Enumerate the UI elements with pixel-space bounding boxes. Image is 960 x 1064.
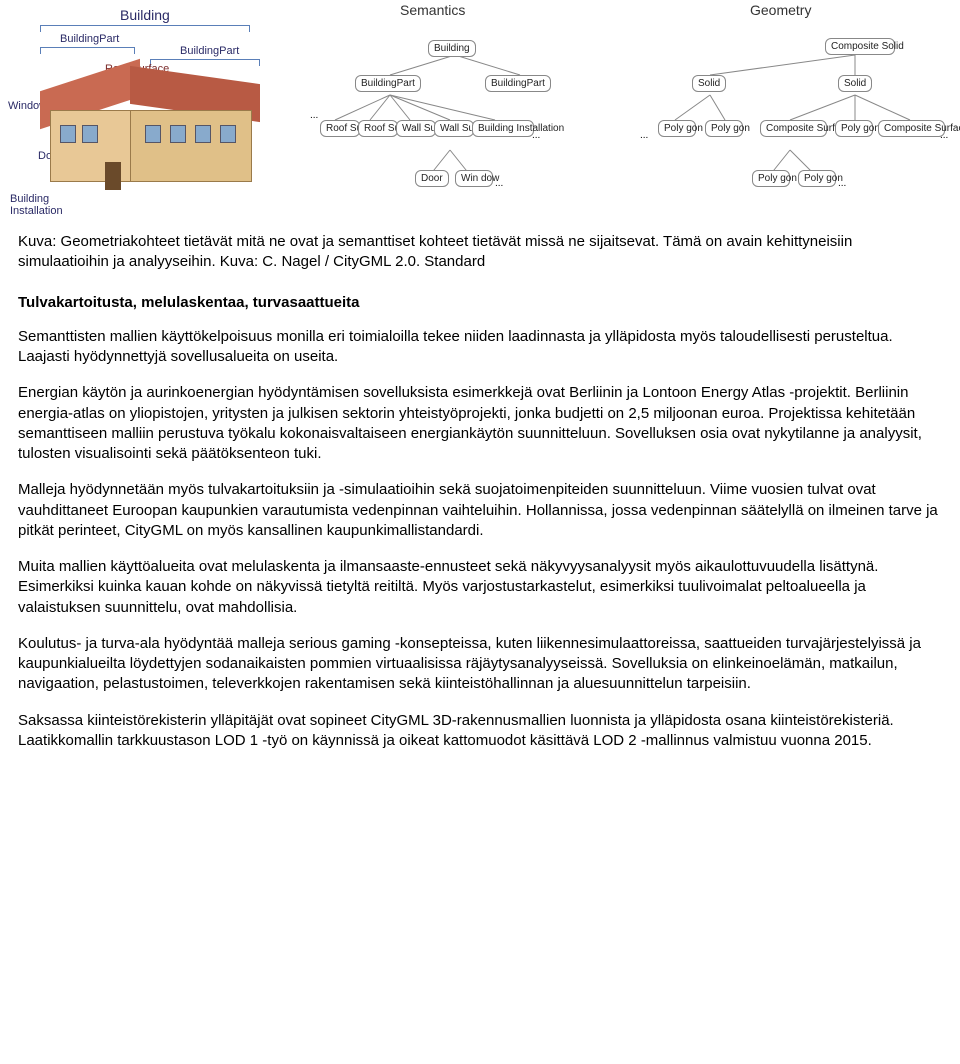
building-label: Building <box>120 7 170 23</box>
geo-l2b-2: Composite Surface <box>878 120 945 137</box>
geometry-title: Geometry <box>750 2 811 18</box>
paragraph-2: Energian käytön ja aurinkoenergian hyödy… <box>18 383 942 464</box>
sem-l1-0: BuildingPart <box>355 75 421 92</box>
sem-l2-1: Roof Surf. <box>358 120 398 137</box>
part1-label: BuildingPart <box>60 33 119 45</box>
paragraph-4: Muita mallien käyttöalueita ovat melulas… <box>18 557 942 618</box>
figure-caption: Kuva: Geometriakohteet tietävät mitä ne … <box>18 232 942 273</box>
paragraph-3: Malleja hyödynnetään myös tulvakartoituk… <box>18 480 942 541</box>
semantics-tree: Building BuildingPart BuildingPart ... R… <box>300 20 610 215</box>
paragraph-6: Saksassa kiinteistörekisterin ylläpitäjä… <box>18 711 942 752</box>
sem-l2-0: Roof Surf. <box>320 120 360 137</box>
sem-ellipsis-2: ... <box>532 130 540 141</box>
geo-l3-0: Poly gon <box>752 170 790 187</box>
geo-l2a-0: Poly gon <box>658 120 696 137</box>
sem-l1-1: BuildingPart <box>485 75 551 92</box>
paragraph-1: Semanttisten mallien käyttökelpoisuus mo… <box>18 327 942 368</box>
paragraph-5: Koulutus- ja turva-ala hyödyntää malleja… <box>18 634 942 695</box>
house-icon <box>50 70 260 190</box>
sem-l2-4: Building Installation <box>472 120 534 137</box>
hierarchy-diagram: Semantics Geometry Building BuildingPart… <box>0 0 960 222</box>
sem-l2-2: Wall Surf. <box>396 120 436 137</box>
semantics-title: Semantics <box>400 2 465 18</box>
geo-l1-1: Solid <box>838 75 872 92</box>
geo-ellipsis-3: ... <box>838 178 846 189</box>
geometry-tree: Composite Solid Solid Solid ... Poly gon… <box>620 20 955 215</box>
geo-l1-0: Solid <box>692 75 726 92</box>
geo-l2b-0: Composite Surface <box>760 120 827 137</box>
install-label: Building Installation <box>10 193 63 217</box>
sem-ellipsis-1: ... <box>310 110 318 121</box>
part2-label: BuildingPart <box>180 45 239 57</box>
sem-l3-1: Win dow <box>455 170 493 187</box>
sem-root: Building <box>428 40 476 57</box>
geo-root: Composite Solid <box>825 38 895 55</box>
sem-l2-3: Wall Surf. <box>434 120 474 137</box>
section-heading: Tulvakartoitusta, melulaskentaa, turvasa… <box>18 293 942 313</box>
geo-l2a-1: Poly gon <box>705 120 743 137</box>
geo-ellipsis-2: ... <box>940 130 948 141</box>
article-body: Kuva: Geometriakohteet tietävät mitä ne … <box>0 222 960 787</box>
brace-left <box>40 47 135 54</box>
geo-l3-1: Poly gon <box>798 170 836 187</box>
building-illustration: Building BuildingPart BuildingPart Roof … <box>10 5 300 215</box>
geo-l2b-1: Poly gon <box>835 120 873 137</box>
sem-ellipsis-3: ... <box>495 178 503 189</box>
geo-ellipsis-1: ... <box>640 130 648 141</box>
brace-top <box>40 25 250 32</box>
sem-l3-0: Door <box>415 170 449 187</box>
